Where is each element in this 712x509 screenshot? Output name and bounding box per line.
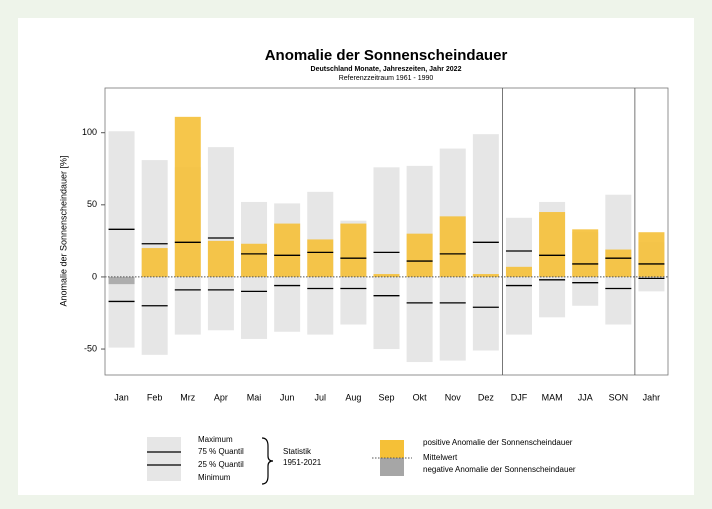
anomaly-bar	[439, 216, 466, 277]
legend-negative	[380, 458, 404, 476]
y-tick-label: -50	[84, 343, 97, 353]
anomaly-bar	[373, 274, 400, 277]
anomaly-bar	[174, 116, 201, 277]
x-tick-label: Nov	[445, 392, 462, 402]
chart-subtitle: Referenzzeitraum 1961 - 1990	[339, 75, 434, 82]
x-tick-label: Jahr	[643, 392, 661, 402]
anomaly-bar	[406, 233, 433, 277]
legend-label: Maximum	[198, 435, 233, 444]
x-tick-label: Jan	[114, 392, 129, 402]
anomaly-bar	[638, 232, 665, 277]
x-tick-label: Dez	[478, 392, 495, 402]
x-tick-label: Jun	[280, 392, 295, 402]
legend-label: Mittelwert	[423, 453, 458, 462]
x-tick-label: Sep	[378, 392, 394, 402]
legend-label: 75 % Quantil	[198, 447, 244, 456]
x-tick-label: Feb	[147, 392, 163, 402]
anomaly-bar	[274, 223, 301, 277]
x-tick-label: SON	[609, 392, 629, 402]
x-tick-label: DJF	[511, 392, 528, 402]
brace	[261, 437, 274, 485]
x-tick-label: Apr	[214, 392, 228, 402]
range-box	[108, 131, 135, 348]
y-axis-label: Anomalie der Sonnenscheindauer [%]	[58, 155, 68, 306]
y-tick-label: 0	[92, 271, 97, 281]
y-tick-label: 100	[82, 127, 97, 137]
anomaly-bar	[307, 239, 334, 277]
legend-positive	[380, 440, 404, 458]
range-box	[207, 147, 234, 331]
anomaly-bar	[241, 243, 268, 277]
chart-subtitle: Deutschland Monate, Jahreszeiten, Jahr 2…	[311, 66, 462, 73]
anomaly-bar	[472, 274, 499, 277]
anomaly-bar	[108, 276, 135, 285]
x-tick-label: MAM	[542, 392, 563, 402]
y-tick-label: 50	[87, 199, 97, 209]
x-tick-label: Mai	[247, 392, 262, 402]
legend-range-box	[147, 437, 181, 481]
x-tick-label: Jul	[315, 392, 327, 402]
x-tick-label: JJA	[578, 392, 593, 402]
legend-label: 1951-2021	[283, 458, 322, 467]
range-box	[373, 167, 400, 350]
anomaly-bar	[505, 266, 532, 277]
x-tick-label: Okt	[413, 392, 428, 402]
chart-title: Anomalie der Sonnenscheindauer	[265, 47, 508, 64]
x-tick-label: Mrz	[180, 392, 195, 402]
anomaly-bar	[605, 249, 632, 277]
legend-label: negative Anomalie der Sonnenscheindauer	[423, 465, 576, 474]
plot-frame	[104, 87, 669, 376]
legend-label: 25 % Quantil	[198, 460, 244, 469]
legend-label: Minimum	[198, 473, 231, 482]
anomaly-bar	[141, 248, 168, 277]
x-tick-label: Aug	[345, 392, 361, 402]
legend-label: positive Anomalie der Sonnenscheindauer	[423, 438, 573, 447]
anomaly-bar	[340, 223, 367, 277]
anomaly-bar	[539, 212, 566, 277]
anomaly-bar	[572, 229, 599, 277]
legend-label: Statistik	[283, 447, 312, 456]
anomaly-bar	[207, 240, 234, 277]
